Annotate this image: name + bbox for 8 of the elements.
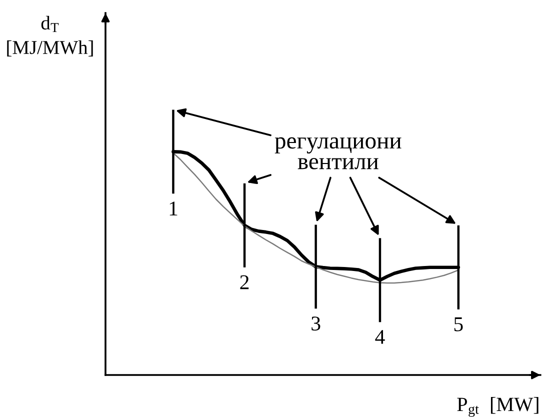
annotation: регулациони вентили: [274, 137, 402, 170]
x-tick-label: 1: [170, 202, 178, 216]
x-tick-label: 5: [454, 317, 463, 332]
x-axis-title: P$_{gt}$ [MW]: [457, 397, 538, 417]
y-axis-title: d$_{T}$ [MJ/MWh]: [7, 16, 93, 56]
x-tick-label: 2: [240, 275, 249, 290]
x-tick-label: 3: [312, 316, 320, 331]
x-tick-label: 4: [375, 330, 385, 344]
